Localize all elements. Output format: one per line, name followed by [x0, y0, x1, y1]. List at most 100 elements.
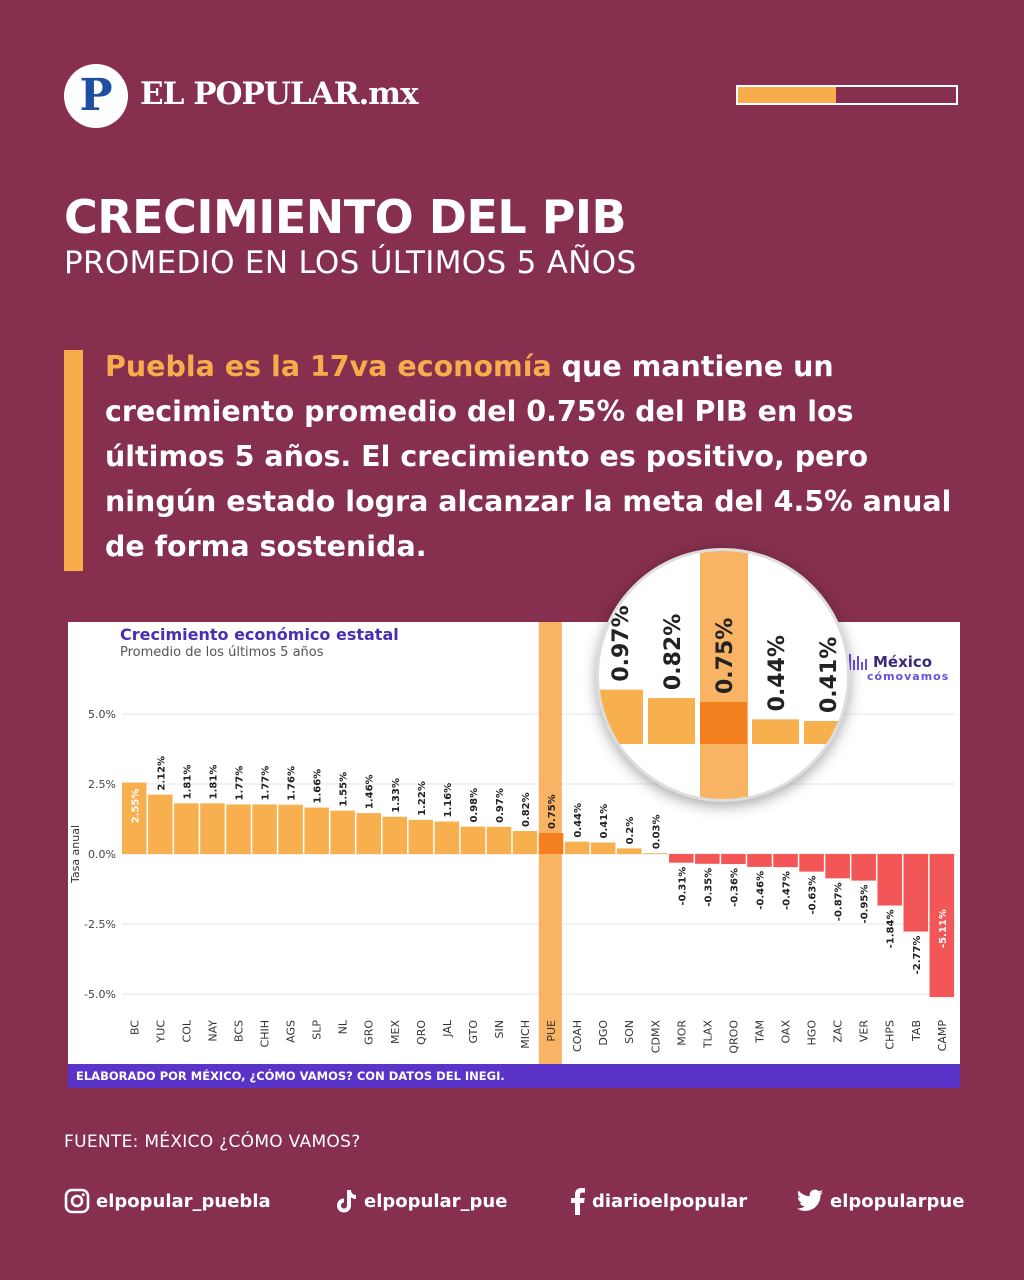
x-tick-label: JAL [441, 1019, 454, 1038]
brand-name: EL POPULAR.mx [140, 76, 419, 112]
page-subtitle: PROMEDIO EN LOS ÚLTIMOS 5 AÑOS [64, 245, 637, 281]
bar-chps [877, 854, 902, 906]
social-instagram[interactable]: elpopular_puebla [64, 1186, 271, 1216]
x-tick-label: MOR [675, 1020, 688, 1046]
x-tick-label: BC [128, 1020, 141, 1035]
zoom-bar-dgo [804, 721, 847, 744]
value-label: 1.33% [391, 778, 402, 813]
value-label: -0.46% [755, 871, 766, 910]
bar-gro [356, 813, 381, 854]
value-label: 1.76% [287, 766, 298, 801]
bar-tab [903, 854, 929, 932]
chart-subtitle: Promedio de los últimos 5 años [120, 645, 324, 660]
value-label: 2.55% [130, 789, 141, 824]
social-handle: elpopularpue [830, 1190, 965, 1212]
bar-bc [122, 782, 147, 854]
value-label: 0.98% [469, 788, 480, 823]
value-label: -0.35% [703, 868, 714, 907]
y-tick-label: -5.0% [84, 988, 116, 1001]
value-label: 0.41% [599, 804, 610, 839]
bar-son [616, 848, 642, 854]
bar-hgo [799, 854, 824, 872]
x-tick-label: OAX [780, 1020, 793, 1044]
social-handle: diarioelpopular [592, 1190, 748, 1212]
social-facebook[interactable]: diarioelpopular [568, 1186, 747, 1216]
x-tick-label: NL [337, 1019, 350, 1034]
facebook-icon [571, 1188, 585, 1215]
progress-bar-fill [738, 87, 837, 103]
tiktok-icon [337, 1190, 356, 1213]
value-label: -0.47% [782, 871, 793, 910]
bar-nl [330, 810, 355, 854]
bar-mor [669, 854, 694, 863]
bar-cdmx [643, 853, 668, 854]
bar-slp [304, 807, 329, 854]
x-tick-label: SIN [493, 1020, 506, 1038]
x-tick-label: ZAC [832, 1020, 845, 1043]
value-label: 1.16% [443, 783, 454, 818]
zoom-bar-coah [752, 719, 799, 744]
value-label: -2.77% [912, 936, 923, 975]
bar-nay [200, 803, 225, 854]
x-tick-label: HGO [806, 1020, 819, 1046]
x-tick-label: GTO [467, 1020, 480, 1044]
x-tick-label: NAY [206, 1020, 219, 1042]
x-tick-label: COAH [571, 1020, 584, 1052]
value-label: 0.44% [573, 803, 584, 838]
zoom-bar-pue [700, 702, 747, 744]
y-tick-label: 5.0% [88, 708, 116, 721]
bar-gto [460, 826, 486, 854]
x-tick-label: TLAX [701, 1020, 714, 1050]
quote-text: Puebla es la 17va economía que mantiene … [105, 344, 975, 569]
bar-yuc [148, 794, 173, 854]
value-label: -0.95% [860, 885, 871, 924]
social-handle: elpopular_pue [364, 1190, 508, 1212]
social-tiktok[interactable]: elpopular_pue [334, 1186, 507, 1216]
x-tick-label: YUC [154, 1020, 167, 1044]
value-label: 1.55% [339, 772, 350, 807]
bar-zac [825, 854, 850, 879]
y-tick-label: -2.5% [84, 918, 116, 931]
bar-jal [434, 821, 460, 854]
value-label: 1.66% [313, 769, 324, 804]
x-tick-label: QROO [727, 1020, 740, 1054]
zoom-value-label: 0.75% [713, 618, 738, 694]
bar-col [174, 803, 199, 854]
bar-mex [382, 816, 408, 854]
bar-tlax [695, 854, 720, 864]
source-note: FUENTE: MÉXICO ¿CÓMO VAMOS? [64, 1132, 361, 1152]
y-axis-label: Tasa anual [69, 825, 82, 884]
quote-rest: que mantiene un crecimiento promedio del… [105, 350, 952, 563]
bar-coah [564, 841, 590, 854]
bar-tam [747, 854, 772, 867]
brand-logo: P [64, 64, 128, 128]
value-label: -0.31% [677, 867, 688, 906]
zoom-bar-sin [599, 689, 643, 744]
chart-footer: ELABORADO POR MÉXICO, ¿CÓMO VAMOS? CON D… [68, 1064, 960, 1088]
bar-mich [512, 831, 538, 854]
x-tick-label: COL [180, 1019, 193, 1042]
value-label: 0.2% [625, 817, 636, 845]
x-tick-label: BCS [232, 1020, 245, 1042]
social-twitter[interactable]: elpopularpue [796, 1186, 964, 1216]
y-tick-label: 0.0% [88, 848, 116, 861]
page-title: CRECIMIENTO DEL PIB [64, 190, 627, 244]
mexico-como-vamos-logo: México cómovamos [843, 650, 953, 690]
value-label: 0.97% [495, 788, 506, 823]
zoom-value-label: 0.97% [609, 605, 634, 681]
zoom-value-label: 0.82% [661, 614, 686, 690]
x-tick-label: SLP [311, 1020, 324, 1040]
bar-dgo [590, 842, 616, 854]
chart-footer-text: ELABORADO POR MÉXICO, ¿CÓMO VAMOS? CON D… [76, 1069, 505, 1083]
brand-mark-tagline: cómovamos [867, 670, 950, 683]
social-handle: elpopular_puebla [96, 1190, 271, 1212]
x-tick-label: DGO [597, 1020, 610, 1046]
bar-chart: 5.0% 2.5% 0.0% -2.5% -5.0% Tasa anual 2.55% BC 2… [69, 622, 956, 1064]
value-label: -0.87% [834, 882, 845, 921]
value-label: -0.63% [808, 876, 819, 915]
x-tick-label: CHPS [884, 1020, 897, 1050]
value-label: 1.22% [417, 781, 428, 816]
value-label: 1.81% [182, 765, 193, 800]
x-tick-label: MICH [519, 1020, 532, 1049]
bar-camp [929, 854, 955, 998]
